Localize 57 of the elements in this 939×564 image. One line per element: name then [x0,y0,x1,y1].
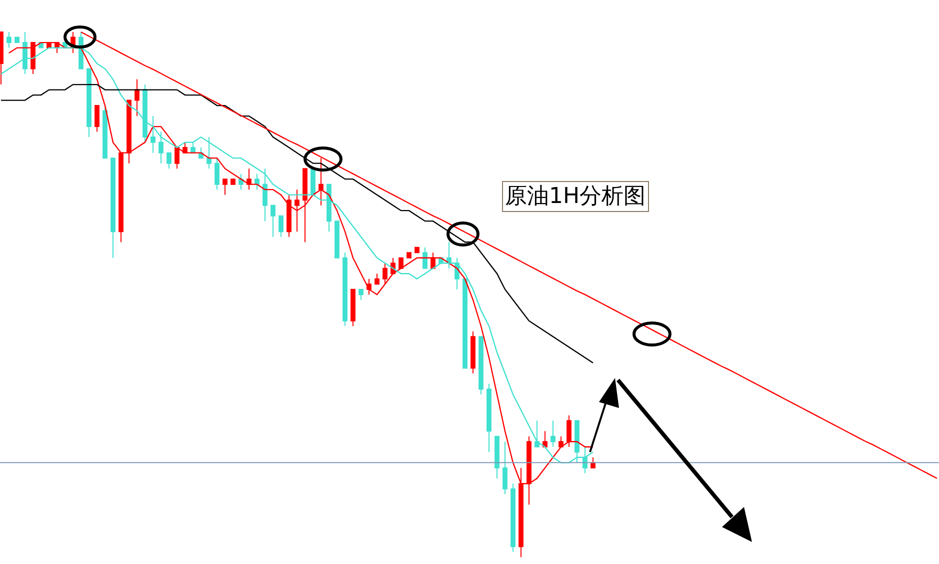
candlestick [478,336,484,395]
candlestick [414,246,420,254]
candlestick [110,158,116,258]
candlestick [566,414,572,448]
candlestick [534,420,540,448]
candlestick [6,32,12,48]
candlestick [422,246,428,269]
candlestick [294,189,300,232]
candlestick [254,173,260,190]
candlestick [342,252,348,327]
candlestick [118,152,124,243]
candlestick [246,168,252,190]
candlestick [542,430,548,448]
candlestick [174,147,180,170]
candlestick [142,84,148,143]
candlestick [206,136,212,170]
candlestick [214,158,220,190]
candlestick [238,173,244,190]
candlestick [350,288,356,327]
candlestick [558,436,564,448]
candlestick [470,330,476,374]
candlestick [158,131,164,164]
candlestick [166,152,172,170]
candlestick [86,68,92,138]
candlestick [310,168,316,196]
candlestick [262,168,268,222]
candlestick [278,215,284,238]
candlestick [454,257,460,290]
candlestick [406,252,412,258]
candlestick [326,184,332,232]
candlestick [150,116,156,154]
candlestick [102,105,108,159]
candlestick [398,257,404,269]
candlestick [334,220,340,258]
candlestick [134,78,140,117]
candlestick [590,456,596,468]
candlestick [94,105,100,132]
candlestick [486,383,492,453]
candlestick [14,36,20,44]
candlestick [318,158,324,206]
candlestick [126,100,132,164]
candlestick [462,278,468,369]
candlestick [510,483,516,552]
candlestick [222,178,228,196]
candlestick [286,194,292,238]
candlestick [270,204,276,238]
candlestick [230,178,236,185]
candlestick [502,441,508,495]
candlestick [550,420,556,448]
candlestick [374,273,380,285]
candlestick [446,242,452,269]
candlestick [358,288,364,300]
annotation: 原油1H分析图 [505,184,646,209]
candlestick [382,262,388,285]
candlestick [366,278,372,296]
candlestick [494,436,500,479]
candlestick [302,168,308,243]
